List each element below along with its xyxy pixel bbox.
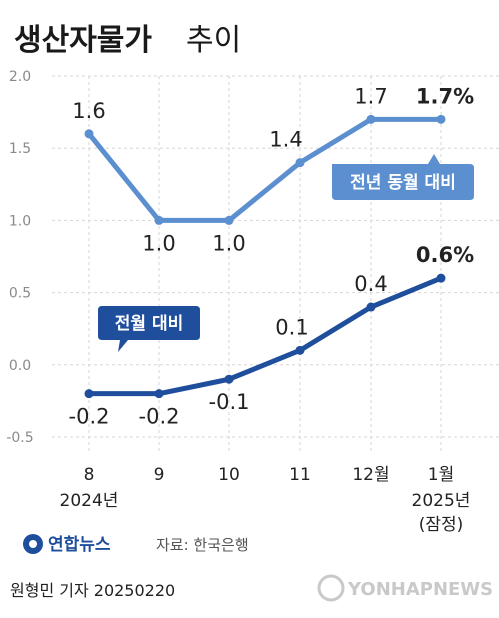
data-label: 0.6% bbox=[416, 243, 474, 267]
data-point bbox=[154, 389, 164, 399]
watermark-text: YONHAPNEWS bbox=[347, 579, 493, 600]
legend-yoy: 전년 동월 대비 bbox=[332, 154, 474, 200]
x-tick-label: 11 bbox=[289, 465, 311, 485]
data-point bbox=[295, 345, 305, 355]
x-tick-label: 8 bbox=[84, 465, 95, 485]
byline: 원형민 기자 20250220 bbox=[10, 581, 175, 600]
x-tick-label: 9 bbox=[154, 465, 165, 485]
y-tick-label: 1.5 bbox=[9, 141, 31, 157]
data-label: 0.1 bbox=[275, 315, 308, 339]
yonhap-logo: 연합뉴스 bbox=[23, 534, 111, 555]
legend-yoy-box bbox=[332, 154, 474, 200]
chart-title-light: 추이 bbox=[186, 23, 241, 58]
y-axis-ticks: 2.0 1.5 1.0 0.5 0.0 -0.5 bbox=[6, 69, 33, 446]
data-point bbox=[84, 389, 94, 399]
data-point bbox=[366, 302, 376, 312]
data-label: 0.4 bbox=[354, 272, 387, 296]
data-label: 1.0 bbox=[212, 231, 245, 255]
legend-mom-box bbox=[98, 306, 200, 352]
source-note: 자료: 한국은행 bbox=[156, 536, 249, 554]
data-label: 1.6 bbox=[72, 99, 105, 123]
logo-text: 연합뉴스 bbox=[48, 534, 111, 555]
data-point bbox=[436, 273, 446, 283]
y-tick-label: -0.5 bbox=[6, 430, 33, 446]
chart-title-bold: 생산자물가 bbox=[14, 23, 152, 58]
y-tick-label: 0.0 bbox=[9, 358, 31, 374]
data-label: -0.1 bbox=[209, 390, 250, 414]
data-label: -0.2 bbox=[69, 405, 110, 429]
watermark-icon bbox=[317, 574, 345, 602]
series-line bbox=[86, 275, 444, 397]
x-tick-sublabel: 2024년 bbox=[60, 491, 119, 511]
y-tick-label: 2.0 bbox=[9, 69, 31, 85]
data-point bbox=[84, 129, 94, 139]
data-point bbox=[224, 215, 234, 225]
data-label: -0.2 bbox=[139, 405, 180, 429]
x-tick-label: 10 bbox=[218, 465, 240, 485]
y-tick-label: 0.5 bbox=[9, 286, 31, 302]
x-tick-label: 12월 bbox=[352, 465, 389, 485]
grid-lines bbox=[52, 75, 499, 452]
series-lines: 1.6 1.0 1.0 1.4 1.7 1.7% -0.2 -0.2 -0.1 0.1 0.4 0.6… bbox=[69, 84, 475, 428]
y-tick-label: 1.0 bbox=[9, 213, 31, 229]
data-point bbox=[295, 158, 305, 168]
series-line bbox=[86, 116, 444, 223]
data-point bbox=[436, 114, 446, 124]
x-axis-ticks: 8 2024년 9 10 11 12월 1월 2025년 (잠정) bbox=[60, 465, 471, 535]
watermark: YONHAPNEWS bbox=[317, 574, 493, 602]
legend-mom-label: 전월 대비 bbox=[115, 314, 183, 334]
legend-mom: 전월 대비 bbox=[98, 306, 200, 352]
x-tick-sublabel: 2025년 bbox=[412, 491, 471, 511]
x-tick-note: (잠정) bbox=[419, 515, 464, 535]
x-tick-label: 1월 bbox=[428, 465, 454, 485]
data-point bbox=[154, 215, 164, 225]
legend-yoy-label: 전년 동월 대비 bbox=[350, 173, 456, 193]
data-label: 1.7 bbox=[354, 84, 387, 108]
data-point bbox=[224, 374, 234, 384]
logo-icon-inner bbox=[29, 540, 37, 548]
data-point bbox=[366, 114, 376, 124]
data-label: 1.0 bbox=[142, 231, 175, 255]
data-label: 1.4 bbox=[269, 128, 302, 152]
data-label: 1.7% bbox=[416, 84, 474, 108]
